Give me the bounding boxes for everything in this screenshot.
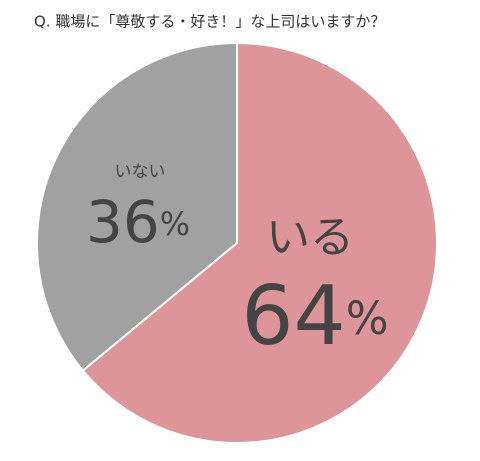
value-label: 36%: [86, 188, 190, 256]
pie-slice: [81, 41, 438, 444]
category-label: いる: [266, 212, 354, 263]
value-label: 64%: [241, 269, 388, 364]
pie-slice: [36, 41, 238, 372]
chart-title: Q. 職場に「尊敬する・好き！」な上司はいますか？: [34, 13, 385, 31]
category-label: いない: [115, 162, 166, 182]
